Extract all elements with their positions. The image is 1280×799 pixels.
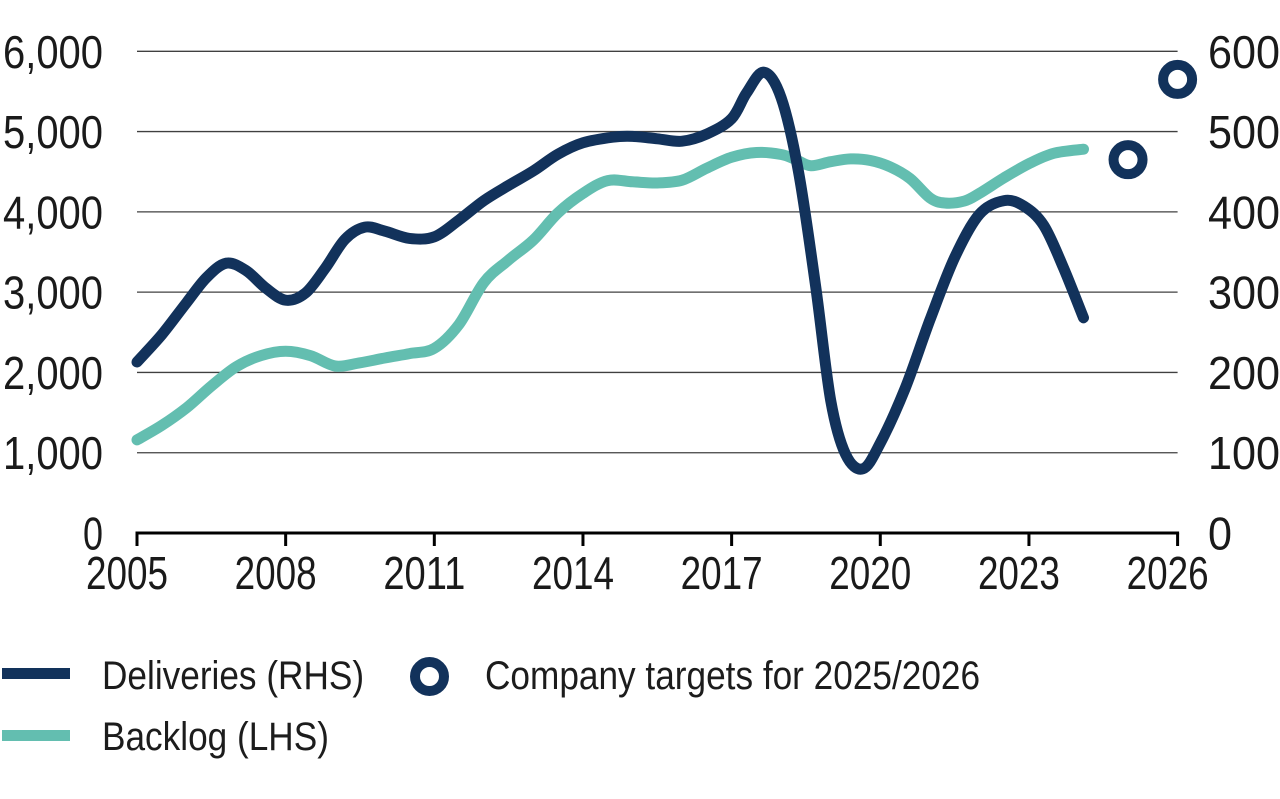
x-label-2023: 2023 (978, 547, 1060, 599)
x-label-2008: 2008 (235, 547, 317, 599)
y-right-label-100: 100 (1208, 427, 1280, 479)
x-label-2011: 2011 (383, 547, 465, 599)
target-marker-2026 (1158, 59, 1198, 99)
y-right-label-400: 400 (1208, 186, 1280, 238)
y-right-label-600: 600 (1208, 26, 1280, 78)
backlog-legend-swatch (2, 730, 70, 741)
x-label-2026: 2026 (1127, 547, 1209, 599)
x-label-2017: 2017 (681, 547, 763, 599)
target-markers (1108, 59, 1198, 180)
y-left-label-2000: 2,000 (3, 347, 103, 399)
y-left-label-0: 0 (83, 508, 103, 560)
target-ring-icon (410, 657, 449, 696)
deliveries-legend-label: Deliveries (RHS) (102, 654, 365, 698)
x-axis (135, 531, 1180, 546)
deliveries-path (131, 66, 1089, 475)
y-right-label-500: 500 (1208, 106, 1280, 158)
deliveries-legend-swatch (2, 668, 70, 679)
y-left-label-4000: 4,000 (3, 186, 103, 238)
backlog-legend-label: Backlog (LHS) (102, 715, 329, 759)
y-left-label-5000: 5,000 (3, 106, 103, 158)
backlog-path (131, 143, 1089, 446)
chart-canvas: 0 1,000 2,000 3,000 4,000 5,000 6,000 0 100 200 3… (3, 26, 1280, 599)
y-right-label-200: 200 (1208, 347, 1280, 399)
targets-legend-label: Company targets for 2025/2026 (485, 654, 981, 698)
y-right-label-300: 300 (1208, 267, 1280, 319)
y-axis-right-labels: 0 100 200 300 400 500 600 (1208, 26, 1280, 560)
y-left-label-1000: 1,000 (3, 427, 103, 479)
y-right-label-0: 0 (1208, 508, 1232, 560)
x-axis-labels: 2005 2008 2011 2014 2017 2020 2023 2026 (86, 547, 1209, 599)
x-label-2005: 2005 (86, 547, 168, 599)
backlog-line (131, 143, 1089, 446)
x-label-2020: 2020 (829, 547, 911, 599)
y-left-label-6000: 6,000 (3, 26, 103, 78)
gridlines (137, 50, 1178, 454)
y-left-label-3000: 3,000 (3, 267, 103, 319)
target-marker-2025 (1108, 140, 1148, 180)
deliveries-line (131, 66, 1089, 475)
y-axis-left-labels: 0 1,000 2,000 3,000 4,000 5,000 6,000 (3, 26, 103, 560)
x-label-2014: 2014 (532, 547, 614, 599)
